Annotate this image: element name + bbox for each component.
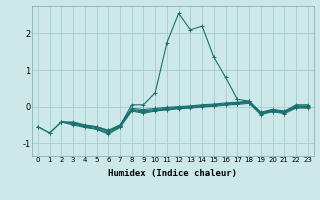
X-axis label: Humidex (Indice chaleur): Humidex (Indice chaleur) [108,169,237,178]
